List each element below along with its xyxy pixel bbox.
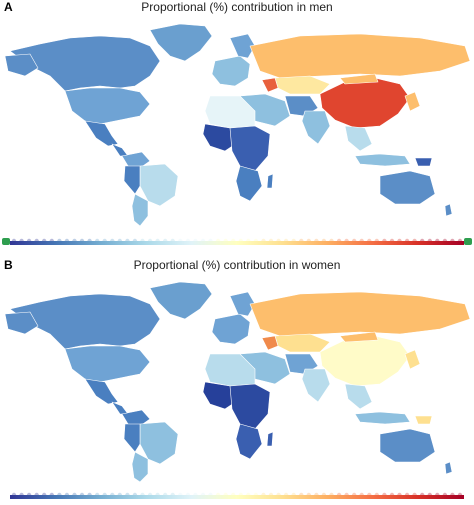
region-china	[319, 77, 411, 129]
region-china	[319, 335, 411, 387]
region-indonesia	[354, 411, 411, 425]
region-central-america	[111, 143, 129, 157]
region-kazakhstan	[274, 75, 331, 95]
panel-letter-b: B	[4, 258, 13, 272]
region-kazakhstan	[274, 333, 331, 353]
region-se-asia	[344, 383, 373, 410]
panel-letter-a: A	[4, 0, 13, 14]
region-brazil	[139, 421, 179, 465]
region-mexico	[84, 120, 119, 147]
region-japan-korea	[404, 91, 421, 112]
region-indonesia	[354, 153, 411, 167]
region-canada	[9, 293, 161, 350]
region-madagascar	[266, 431, 274, 447]
region-africa-central-east	[229, 125, 271, 172]
region-india	[301, 368, 331, 403]
region-argentina-chile	[131, 451, 149, 483]
region-peru-bolivia	[123, 423, 141, 453]
world-map-women	[4, 281, 471, 483]
region-canada	[9, 35, 161, 92]
legend-left-handle-icon[interactable]	[2, 238, 10, 245]
region-india	[301, 110, 331, 145]
region-europe-west	[211, 313, 251, 345]
region-argentina-chile	[131, 193, 149, 227]
region-central-asia	[261, 77, 279, 93]
region-central-america	[111, 401, 129, 415]
region-greenland	[149, 23, 213, 62]
legend-dots-men	[10, 232, 464, 244]
region-usa	[64, 87, 151, 125]
region-brazil	[139, 163, 179, 207]
region-new-zealand	[444, 461, 453, 475]
region-new-zealand	[444, 203, 453, 217]
region-africa-central-east	[229, 383, 271, 430]
region-australia	[379, 428, 436, 463]
legend-right-handle-icon[interactable]	[464, 238, 472, 245]
region-japan-korea	[404, 349, 421, 370]
region-scandinavia	[229, 33, 256, 59]
region-alaska	[4, 311, 39, 335]
region-usa	[64, 345, 151, 383]
legend-gradient-women	[10, 495, 464, 499]
region-africa-south	[235, 165, 263, 202]
panel-women: B Proportional (%) contribution in women	[0, 258, 474, 505]
region-africa-south	[235, 423, 263, 460]
region-colombia-venezuela	[121, 409, 151, 427]
region-mongolia	[339, 73, 379, 85]
region-new-guinea	[414, 157, 433, 167]
region-mexico	[84, 378, 119, 405]
region-europe-west	[211, 55, 251, 87]
region-alaska	[4, 53, 39, 77]
panel-title-men: Proportional (%) contribution in men	[141, 0, 333, 14]
panel-men: A Proportional (%) contribution in men	[0, 0, 474, 252]
world-map-men	[4, 23, 471, 227]
region-scandinavia	[229, 291, 256, 317]
region-australia	[379, 170, 436, 205]
region-madagascar	[266, 173, 274, 189]
region-russia	[249, 33, 471, 79]
legend-dots-women	[10, 486, 464, 498]
region-central-asia	[261, 335, 279, 351]
legend-gradient-men	[10, 241, 464, 245]
region-greenland	[149, 281, 213, 320]
panel-title-women: Proportional (%) contribution in women	[133, 258, 341, 272]
region-mongolia	[339, 331, 379, 343]
region-peru-bolivia	[123, 165, 141, 195]
region-se-asia	[344, 125, 373, 152]
region-colombia-venezuela	[121, 151, 151, 169]
region-new-guinea	[414, 415, 433, 425]
region-russia	[249, 291, 471, 337]
